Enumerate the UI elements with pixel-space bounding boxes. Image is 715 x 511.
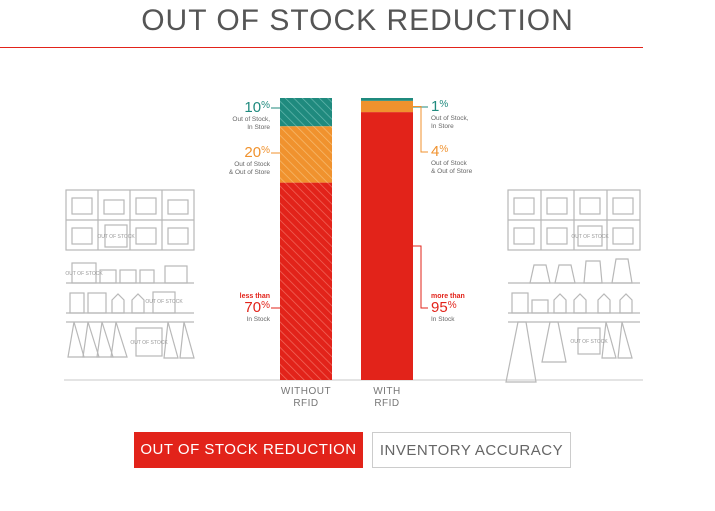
illustration-sign-4: OUT OF STOCK bbox=[130, 340, 168, 346]
annotation-description: & Out of Store bbox=[431, 168, 473, 175]
category-label-1: WITHOUT RFID bbox=[281, 386, 331, 409]
annotation-description: Out of Stock bbox=[431, 160, 468, 167]
illustration-sign-5: OUT OF STOCK bbox=[571, 234, 609, 240]
title-divider bbox=[0, 47, 643, 48]
annotation-right-2: 4%Out of Stock& Out of Store bbox=[413, 105, 473, 175]
annotation-prefix: more than bbox=[431, 293, 465, 300]
out-of-stock-signs-right: OUT OF STOCK OUT OF STOCK bbox=[570, 234, 609, 345]
page-title: OUT OF STOCK REDUCTION bbox=[141, 4, 574, 37]
out-of-stock-signs-left: OUT OF STOCK OUT OF STOCK OUT OF STOCK O… bbox=[65, 234, 183, 346]
annotation-value: 70% bbox=[244, 299, 270, 316]
category-label-2: WITH RFID bbox=[373, 386, 401, 409]
annotation-value: 95% bbox=[431, 299, 457, 316]
chart: OUT OF STOCK OUT OF STOCK OUT OF STOCK O… bbox=[64, 98, 643, 409]
stacked-bars bbox=[280, 98, 413, 380]
annotation-left-2: 20%Out of Stock& Out of Store bbox=[229, 144, 280, 176]
annotation-description: & Out of Store bbox=[229, 169, 271, 176]
annotation-left-1: 10%Out of Stock,In Store bbox=[232, 99, 280, 131]
annotation-prefix: less than bbox=[240, 293, 270, 300]
bar-segment-2-2 bbox=[361, 100, 413, 113]
annotation-description: In Stock bbox=[247, 316, 271, 323]
annotation-value: 4% bbox=[431, 143, 448, 160]
tab-inventory-accuracy[interactable]: INVENTORY ACCURACY bbox=[372, 432, 571, 468]
annotation-description: In Stock bbox=[431, 316, 455, 323]
leader-line bbox=[413, 105, 428, 153]
leader-line bbox=[413, 245, 428, 309]
bar-segment-1-3 bbox=[280, 98, 332, 127]
category-labels: WITHOUT RFID WITH RFID bbox=[281, 386, 401, 409]
bar-segment-2-3 bbox=[361, 98, 413, 101]
annotation-description: Out of Stock, bbox=[431, 115, 469, 122]
bar-segment-1-2 bbox=[280, 126, 332, 183]
illustration-sign-1: OUT OF STOCK bbox=[97, 234, 135, 240]
annotation-description: In Store bbox=[247, 124, 270, 131]
tab-out-of-stock-reduction[interactable]: OUT OF STOCK REDUCTION bbox=[134, 432, 363, 468]
annotation-description: Out of Stock, bbox=[232, 116, 270, 123]
store-shelves-illustration-left bbox=[65, 189, 195, 359]
bar-segment-2-1 bbox=[361, 112, 413, 380]
illustration-sign-3: OUT OF STOCK bbox=[145, 299, 183, 305]
annotation-description: Out of Stock bbox=[234, 161, 271, 168]
annotation-description: In Store bbox=[431, 123, 454, 130]
illustration-sign-6: OUT OF STOCK bbox=[570, 339, 608, 345]
annotation-value: 10% bbox=[244, 99, 270, 116]
store-shelves-illustration-right bbox=[505, 189, 641, 383]
bar-segment-1-1 bbox=[280, 182, 332, 380]
annotation-value: 1% bbox=[431, 98, 448, 115]
annotation-value: 20% bbox=[244, 144, 270, 161]
illustration-sign-2: OUT OF STOCK bbox=[65, 271, 103, 277]
